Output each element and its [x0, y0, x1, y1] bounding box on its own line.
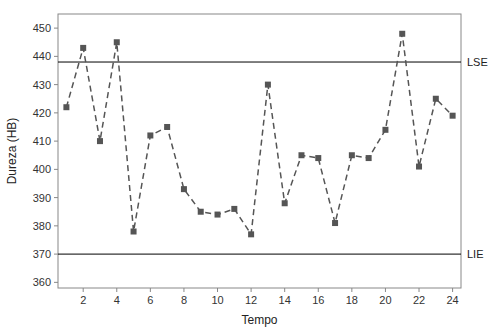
y-tick-label: 440	[33, 50, 51, 62]
data-point	[382, 127, 388, 133]
data-point	[131, 229, 137, 235]
reference-line	[58, 62, 461, 63]
data-point	[366, 155, 372, 161]
y-tick	[54, 254, 58, 255]
reference-label: LIE	[467, 248, 484, 260]
data-point	[198, 209, 204, 215]
data-point	[231, 206, 237, 212]
data-point	[97, 138, 103, 144]
data-point	[181, 186, 187, 192]
y-tick-label: 370	[33, 248, 51, 260]
x-tick-label: 18	[346, 294, 358, 306]
data-point	[433, 96, 439, 102]
x-tick	[351, 288, 352, 292]
x-tick	[150, 288, 151, 292]
data-point	[63, 104, 69, 110]
x-tick-label: 10	[211, 294, 223, 306]
y-tick-label: 400	[33, 163, 51, 175]
x-tick	[452, 288, 453, 292]
data-point	[282, 200, 288, 206]
x-tick	[251, 288, 252, 292]
y-tick-label: 450	[33, 22, 51, 34]
y-tick	[54, 197, 58, 198]
y-tick	[54, 141, 58, 142]
data-point	[80, 45, 86, 51]
x-tick	[318, 288, 319, 292]
data-point	[349, 152, 355, 158]
data-point	[248, 231, 254, 237]
x-tick-label: 12	[245, 294, 257, 306]
x-tick	[183, 288, 184, 292]
x-tick-label: 20	[379, 294, 391, 306]
x-tick-label: 4	[114, 294, 120, 306]
reference-line	[58, 254, 461, 255]
x-axis-label: Tempo	[241, 313, 277, 327]
chart: 2468101214161820222436037038039040041042…	[0, 0, 501, 334]
y-tick-label: 360	[33, 276, 51, 288]
x-tick-label: 14	[279, 294, 291, 306]
data-point	[265, 82, 271, 88]
x-tick	[284, 288, 285, 292]
data-point	[298, 152, 304, 158]
y-tick	[54, 28, 58, 29]
x-tick	[385, 288, 386, 292]
x-tick-label: 16	[312, 294, 324, 306]
y-tick-label: 380	[33, 220, 51, 232]
data-point	[147, 132, 153, 138]
data-point	[164, 124, 170, 130]
x-tick-label: 2	[80, 294, 86, 306]
x-tick	[116, 288, 117, 292]
data-point	[114, 39, 120, 45]
x-tick	[419, 288, 420, 292]
y-tick-label: 410	[33, 135, 51, 147]
y-tick	[54, 282, 58, 283]
data-point	[416, 164, 422, 170]
data-line	[66, 34, 452, 235]
y-tick	[54, 169, 58, 170]
x-tick	[217, 288, 218, 292]
reference-label: LSE	[467, 56, 488, 68]
y-tick-label: 420	[33, 107, 51, 119]
data-point	[399, 31, 405, 37]
y-tick-label: 390	[33, 192, 51, 204]
y-tick	[54, 225, 58, 226]
data-point	[215, 212, 221, 218]
x-tick	[83, 288, 84, 292]
y-tick	[54, 112, 58, 113]
y-tick	[54, 84, 58, 85]
plot-area	[58, 31, 461, 254]
x-tick-label: 24	[446, 294, 458, 306]
y-tick-label: 430	[33, 79, 51, 91]
y-axis-label: Dureza (HB)	[5, 118, 19, 185]
data-point	[315, 155, 321, 161]
x-tick-label: 22	[413, 294, 425, 306]
x-tick-label: 6	[147, 294, 153, 306]
y-tick	[54, 56, 58, 57]
plot-frame	[58, 14, 461, 288]
x-tick-label: 8	[181, 294, 187, 306]
data-point	[332, 220, 338, 226]
data-point	[450, 113, 456, 119]
